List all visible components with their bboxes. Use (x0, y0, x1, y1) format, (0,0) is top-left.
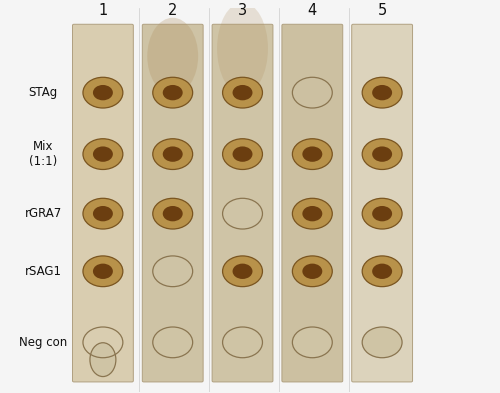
Circle shape (232, 147, 252, 162)
Circle shape (93, 147, 113, 162)
FancyBboxPatch shape (212, 24, 273, 382)
Circle shape (372, 264, 392, 279)
Circle shape (362, 77, 402, 108)
Circle shape (162, 85, 182, 100)
Circle shape (162, 147, 182, 162)
Text: rGRA7: rGRA7 (24, 207, 62, 220)
Ellipse shape (217, 2, 268, 95)
Circle shape (232, 264, 252, 279)
Circle shape (222, 327, 262, 358)
Circle shape (292, 327, 333, 358)
FancyBboxPatch shape (282, 24, 343, 382)
Circle shape (292, 256, 333, 286)
Circle shape (292, 139, 333, 169)
Circle shape (153, 77, 192, 108)
Circle shape (372, 206, 392, 221)
Circle shape (222, 139, 262, 169)
Text: rSAG1: rSAG1 (24, 265, 62, 278)
Circle shape (222, 77, 262, 108)
Text: 4: 4 (308, 3, 317, 18)
Circle shape (302, 147, 322, 162)
FancyBboxPatch shape (352, 24, 412, 382)
Circle shape (292, 198, 333, 229)
FancyBboxPatch shape (72, 24, 134, 382)
Circle shape (153, 139, 192, 169)
Text: 1: 1 (98, 3, 108, 18)
Circle shape (93, 264, 113, 279)
Circle shape (232, 85, 252, 100)
FancyBboxPatch shape (142, 24, 203, 382)
Circle shape (362, 256, 402, 286)
Text: Neg con: Neg con (19, 336, 67, 349)
Circle shape (362, 327, 402, 358)
Ellipse shape (90, 343, 116, 376)
Text: 2: 2 (168, 3, 177, 18)
Circle shape (372, 85, 392, 100)
Circle shape (93, 206, 113, 221)
Circle shape (153, 198, 192, 229)
Text: 3: 3 (238, 3, 247, 18)
Text: STAg: STAg (28, 86, 58, 99)
Circle shape (83, 77, 123, 108)
Circle shape (83, 139, 123, 169)
Text: 5: 5 (378, 3, 387, 18)
Text: Mix
(1:1): Mix (1:1) (29, 140, 57, 168)
Circle shape (302, 206, 322, 221)
Circle shape (222, 256, 262, 286)
Circle shape (83, 198, 123, 229)
Circle shape (362, 139, 402, 169)
Circle shape (162, 206, 182, 221)
Circle shape (302, 264, 322, 279)
Circle shape (93, 85, 113, 100)
Circle shape (362, 198, 402, 229)
Ellipse shape (148, 18, 198, 95)
Circle shape (83, 256, 123, 286)
Circle shape (372, 147, 392, 162)
Circle shape (153, 327, 192, 358)
